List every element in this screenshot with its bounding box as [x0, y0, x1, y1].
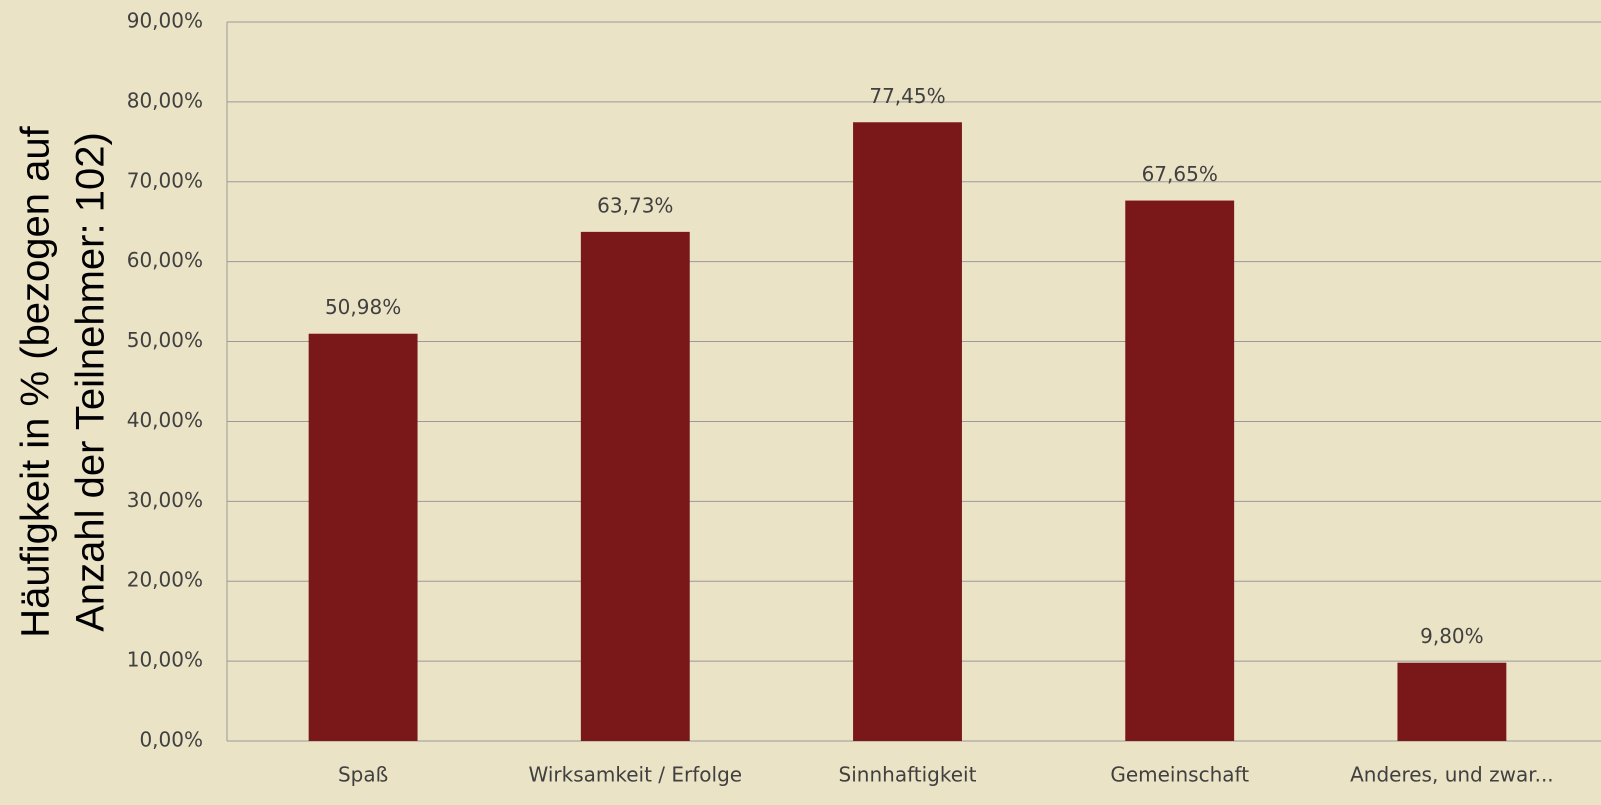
y-tick-label: 10,00%: [127, 648, 203, 672]
y-tick-label: 70,00%: [127, 168, 203, 192]
x-tick-label: Anderes, und zwar...: [1350, 763, 1554, 787]
data-label: 67,65%: [1142, 162, 1218, 186]
bar: [308, 333, 418, 741]
y-axis-label: Häufigkeit in % (bezogen auf: [14, 125, 58, 637]
y-tick-label: 50,00%: [127, 328, 203, 352]
y-tick-label: 0,00%: [139, 728, 203, 752]
x-tick-label: Wirksamkeit / Erfolge: [529, 763, 743, 787]
data-label: 63,73%: [597, 193, 673, 217]
y-tick-label: 60,00%: [127, 248, 203, 272]
bar: [853, 122, 962, 741]
y-tick-label: 20,00%: [127, 568, 203, 592]
data-label: 9,80%: [1420, 624, 1484, 648]
bar: [580, 231, 690, 742]
x-tick-label: Spaß: [338, 763, 388, 787]
x-tick-label: Gemeinschaft: [1110, 763, 1249, 787]
data-label: 77,45%: [869, 84, 945, 108]
data-label: 50,98%: [325, 295, 401, 319]
y-tick-label: 40,00%: [127, 408, 203, 432]
bar: [1397, 662, 1507, 741]
y-axis-label: Anzahl der Teilnehmer: 102): [69, 132, 113, 632]
bar: [1125, 200, 1235, 742]
x-tick-label: Sinnhaftigkeit: [839, 763, 977, 787]
y-tick-label: 80,00%: [127, 88, 203, 112]
y-tick-label: 90,00%: [127, 9, 203, 33]
y-tick-label: 30,00%: [127, 488, 203, 512]
